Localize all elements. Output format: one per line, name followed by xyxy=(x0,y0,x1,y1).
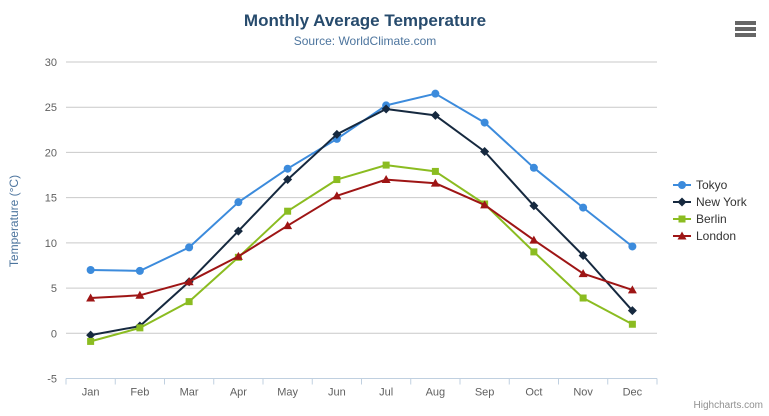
point-berlin-feb[interactable] xyxy=(136,324,144,332)
diamond-marker-icon xyxy=(673,197,691,206)
point-berlin-dec[interactable] xyxy=(628,320,636,328)
point-tokyo-aug[interactable] xyxy=(431,89,440,98)
legend-label: Berlin xyxy=(696,211,727,226)
point-berlin-jul[interactable] xyxy=(382,161,390,169)
legend-item-tokyo[interactable]: Tokyo xyxy=(673,176,747,193)
point-new-york-aug[interactable] xyxy=(430,110,440,120)
point-london-apr[interactable] xyxy=(233,251,243,260)
x-axis-label: Jan xyxy=(82,387,100,399)
point-berlin-oct[interactable] xyxy=(530,248,538,256)
point-berlin-jan[interactable] xyxy=(87,337,95,345)
chart-title: Monthly Average Temperature xyxy=(243,11,487,30)
legend-item-london[interactable]: London xyxy=(673,227,747,244)
point-tokyo-feb[interactable] xyxy=(135,266,144,275)
point-new-york-jan[interactable] xyxy=(86,330,96,340)
point-berlin-mar[interactable] xyxy=(185,298,193,306)
y-axis-label: 30 xyxy=(45,57,57,69)
point-new-york-nov[interactable] xyxy=(578,251,588,261)
square-marker-icon xyxy=(673,215,691,222)
x-axis-label: May xyxy=(277,387,298,399)
point-london-nov[interactable] xyxy=(578,269,588,278)
x-axis-label: Oct xyxy=(525,387,542,399)
triangle-marker-icon xyxy=(673,231,691,239)
y-axis-label: 15 xyxy=(45,193,57,205)
legend-label: Tokyo xyxy=(696,177,728,192)
point-berlin-nov[interactable] xyxy=(579,294,587,302)
y-axis-label: 25 xyxy=(45,102,57,114)
y-axis-label: 5 xyxy=(51,283,57,295)
point-berlin-aug[interactable] xyxy=(431,167,439,175)
credits-link[interactable]: Highcharts.com xyxy=(693,400,763,411)
point-new-york-jul[interactable] xyxy=(381,104,391,114)
legend-item-new-york[interactable]: New York xyxy=(673,193,747,210)
x-axis-label: Jul xyxy=(379,387,393,399)
x-axis-label: Apr xyxy=(230,387,247,399)
point-london-jun[interactable] xyxy=(332,191,342,200)
point-tokyo-dec[interactable] xyxy=(628,242,637,251)
y-axis-label: -5 xyxy=(47,374,57,386)
point-berlin-jun[interactable] xyxy=(333,176,341,184)
x-axis-label: Jun xyxy=(328,387,346,399)
point-london-feb[interactable] xyxy=(135,290,145,299)
export-menu-button[interactable] xyxy=(733,18,759,40)
x-axis-label: Dec xyxy=(623,387,643,399)
y-axis-label: 0 xyxy=(51,328,57,340)
legend-item-berlin[interactable]: Berlin xyxy=(673,210,747,227)
point-london-mar[interactable] xyxy=(184,277,194,286)
series-london-line[interactable] xyxy=(89,178,634,299)
point-new-york-jun[interactable] xyxy=(332,129,342,139)
y-axis-label: 10 xyxy=(45,238,57,250)
x-axis-label: Sep xyxy=(475,387,495,399)
series-berlin-line[interactable] xyxy=(89,164,634,343)
point-new-york-sep[interactable] xyxy=(480,147,490,157)
x-axis-label: Aug xyxy=(426,387,446,399)
legend-label: London xyxy=(696,228,737,243)
point-london-jan[interactable] xyxy=(86,293,96,302)
point-london-oct[interactable] xyxy=(529,235,539,244)
point-new-york-apr[interactable] xyxy=(233,226,243,236)
y-axis-label: 20 xyxy=(45,147,57,159)
point-tokyo-apr[interactable] xyxy=(234,198,243,207)
point-london-dec[interactable] xyxy=(627,285,637,294)
point-tokyo-mar[interactable] xyxy=(185,243,194,252)
point-tokyo-oct[interactable] xyxy=(529,163,538,172)
point-london-sep[interactable] xyxy=(480,200,490,209)
point-new-york-may[interactable] xyxy=(283,175,293,185)
point-tokyo-nov[interactable] xyxy=(579,203,588,212)
x-axis-label: Nov xyxy=(573,387,593,399)
legend: Tokyo New York Berlin London xyxy=(673,176,747,244)
point-london-may[interactable] xyxy=(283,221,293,230)
x-axis-label: Mar xyxy=(180,387,199,399)
point-tokyo-may[interactable] xyxy=(283,164,292,173)
point-new-york-oct[interactable] xyxy=(529,201,539,211)
series-tokyo-line[interactable] xyxy=(89,92,634,272)
point-london-jul[interactable] xyxy=(381,175,391,184)
point-tokyo-jan[interactable] xyxy=(86,265,95,274)
point-new-york-dec[interactable] xyxy=(627,306,637,316)
x-axis-label: Feb xyxy=(130,387,149,399)
point-tokyo-sep[interactable] xyxy=(480,118,489,127)
legend-label: New York xyxy=(696,194,747,209)
point-berlin-may[interactable] xyxy=(284,207,292,215)
series-new-york-line[interactable] xyxy=(89,108,634,337)
point-london-aug[interactable] xyxy=(430,178,440,187)
chart-subtitle: Source: WorldClimate.com xyxy=(293,34,437,48)
circle-marker-icon xyxy=(673,180,691,189)
